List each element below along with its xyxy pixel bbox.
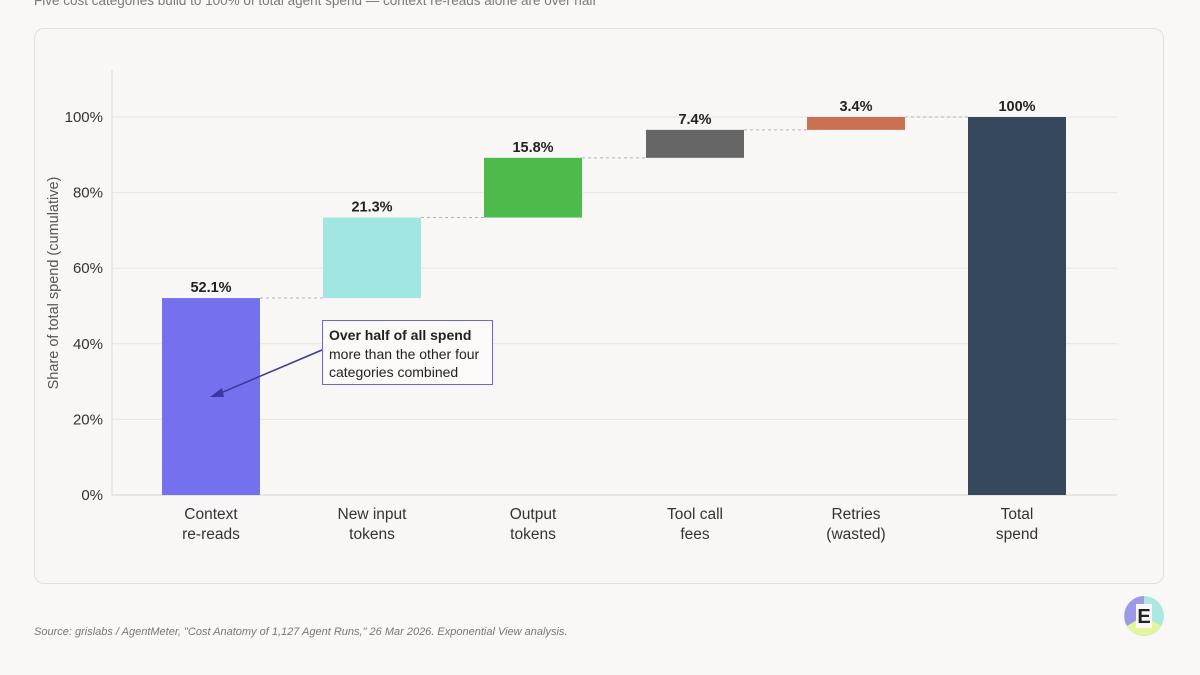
data-label: 100% xyxy=(998,99,1035,115)
bar xyxy=(484,157,582,218)
x-tick-label: tokens xyxy=(349,526,395,543)
waterfall-chart: 0% 20% 40% 60% 80% 100% 52.1% 21.3% 15.8% 7.4% 3.… xyxy=(46,70,1117,543)
data-label: 15.8% xyxy=(512,140,553,156)
data-label: 52.1% xyxy=(190,280,231,296)
x-tick-label: re-reads xyxy=(182,526,240,543)
data-label: 7.4% xyxy=(678,112,711,128)
logo-glyph: E xyxy=(1137,606,1150,628)
x-tick-label: spend xyxy=(996,526,1038,543)
source-note: Source: grislabs / AgentMeter, "Cost Ana… xyxy=(34,626,568,638)
y-tick-label: 100% xyxy=(65,109,103,126)
y-tick-label: 0% xyxy=(81,487,103,504)
chart-subtitle: Five cost categories build to 100% of to… xyxy=(34,0,597,8)
y-tick-label: 60% xyxy=(73,260,103,277)
callout-body: more than the other four categories comb… xyxy=(329,345,480,381)
annotation-callout: Over half of all spend more than the oth… xyxy=(322,320,493,385)
x-tick-label: Context xyxy=(184,506,238,523)
bar xyxy=(323,217,421,299)
x-tick-label: tokens xyxy=(510,526,556,543)
x-tick-label: fees xyxy=(680,526,710,543)
y-tick-label: 80% xyxy=(73,185,103,202)
data-label: 3.4% xyxy=(839,99,872,115)
y-tick-label: 20% xyxy=(73,411,103,428)
callout-arrow xyxy=(210,349,323,397)
exponential-view-logo: E xyxy=(1124,596,1164,636)
x-tick-label: Retries xyxy=(831,506,880,523)
y-axis-label: Share of total spend (cumulative) xyxy=(46,177,62,390)
x-tick-label: Tool call xyxy=(667,506,723,523)
y-tick-label: 40% xyxy=(73,336,103,353)
bar xyxy=(807,117,905,130)
bar xyxy=(968,117,1066,495)
x-tick-label: Output xyxy=(510,506,557,523)
data-label: 21.3% xyxy=(351,200,392,216)
x-tick-label: Total xyxy=(1001,506,1034,523)
callout-title: Over half of all spend xyxy=(329,327,472,343)
bar xyxy=(646,129,744,158)
x-tick-label: (wasted) xyxy=(826,526,885,543)
x-tick-label: New input xyxy=(338,506,408,523)
